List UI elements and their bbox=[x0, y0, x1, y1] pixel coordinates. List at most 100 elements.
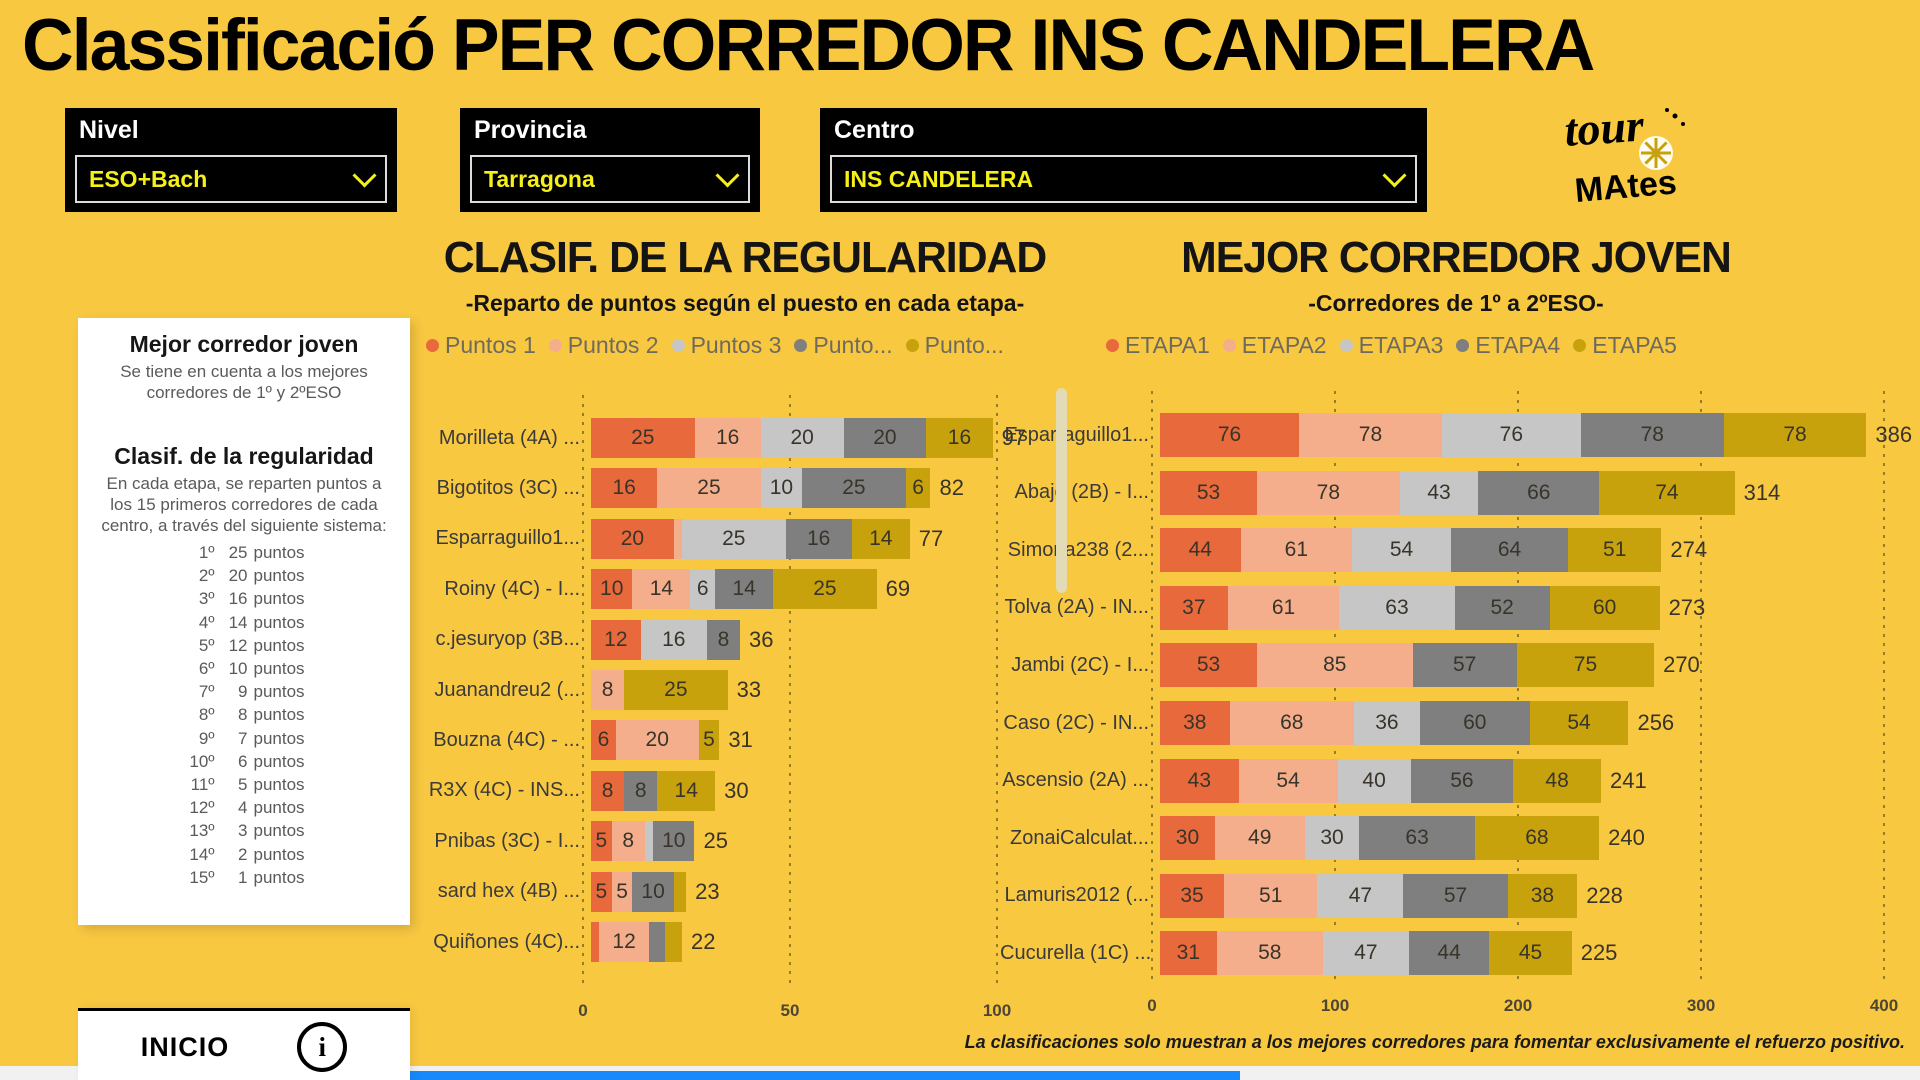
bar-segment[interactable]: 6 bbox=[591, 720, 616, 761]
legend-item[interactable]: ETAPA3 bbox=[1339, 332, 1443, 359]
bar-row[interactable]: R3X (4C) - INS... 8 8 14 30 bbox=[420, 770, 1070, 811]
bar-segment[interactable]: 10 bbox=[591, 569, 633, 610]
bar-segment[interactable]: 16 bbox=[640, 619, 707, 660]
bar-row[interactable]: Jambi (2C) - I... 53 85 57 75 270 bbox=[1000, 643, 1912, 688]
legend-item[interactable]: ETAPA2 bbox=[1222, 332, 1327, 359]
bar-segment[interactable]: 31 bbox=[1160, 931, 1217, 976]
bar-segment[interactable]: 30 bbox=[1304, 816, 1360, 861]
bar-segment[interactable]: 68 bbox=[1474, 816, 1600, 861]
bar-segment[interactable]: 44 bbox=[1408, 931, 1490, 976]
bar-segment[interactable]: 25 bbox=[657, 468, 761, 509]
bar-segment[interactable] bbox=[648, 922, 666, 962]
bar-segment[interactable]: 54 bbox=[1529, 701, 1629, 745]
bar-segment[interactable]: 76 bbox=[1160, 413, 1300, 457]
bar-segment[interactable]: 10 bbox=[632, 871, 674, 912]
legend-item[interactable]: ETAPA4 bbox=[1456, 332, 1560, 359]
bar-segment[interactable]: 25 bbox=[624, 670, 728, 710]
bar-segment[interactable]: 61 bbox=[1240, 528, 1353, 573]
bar-segment[interactable] bbox=[673, 871, 687, 912]
bar-segment[interactable]: 8 bbox=[591, 770, 625, 811]
bar-row[interactable]: Pnibas (3C) - I... 5 8 10 25 bbox=[420, 821, 1070, 862]
bar-segment[interactable]: 60 bbox=[1549, 585, 1660, 630]
bar-segment[interactable]: 51 bbox=[1568, 528, 1662, 573]
bar-row[interactable]: Tolva (2A) - IN... 37 61 63 52 60 273 bbox=[1000, 585, 1912, 630]
bar-segment[interactable]: 63 bbox=[1339, 585, 1455, 630]
bar-segment[interactable]: 68 bbox=[1229, 701, 1354, 745]
bar-segment[interactable]: 51 bbox=[1224, 873, 1318, 918]
bar-row[interactable]: Bouzna (4C) - ... 6 20 5 31 bbox=[420, 720, 1070, 761]
provincia-dropdown[interactable]: Tarragona bbox=[470, 155, 750, 203]
bar-segment[interactable] bbox=[673, 518, 683, 559]
bar-segment[interactable]: 6 bbox=[905, 468, 931, 509]
bar-segment[interactable]: 10 bbox=[653, 821, 695, 862]
bar-segment[interactable]: 36 bbox=[1353, 701, 1420, 745]
bar-row[interactable]: Bigotitos (3C) ... 16 25 10 25 6 82 bbox=[420, 468, 1070, 509]
bar-segment[interactable]: 78 bbox=[1580, 413, 1724, 457]
bar-segment[interactable] bbox=[644, 821, 654, 862]
bar-row[interactable]: Cucurella (1C) ... 31 58 47 44 45 225 bbox=[1000, 931, 1912, 976]
bar-segment[interactable]: 5 bbox=[611, 871, 633, 912]
legend-item[interactable]: ETAPA1 bbox=[1106, 332, 1210, 359]
bar-row[interactable]: Simona238 (2... 44 61 54 64 51 274 bbox=[1000, 528, 1912, 573]
bar-segment[interactable]: 56 bbox=[1410, 758, 1514, 803]
bar-segment[interactable]: 8 bbox=[624, 770, 658, 811]
inicio-button[interactable]: INICIO i bbox=[78, 1008, 410, 1080]
bar-segment[interactable]: 5 bbox=[591, 821, 612, 862]
bar-segment[interactable]: 63 bbox=[1359, 816, 1475, 861]
bar-segment[interactable]: 85 bbox=[1256, 643, 1413, 688]
legend-item[interactable]: Punto... bbox=[794, 332, 893, 359]
bar-segment[interactable]: 43 bbox=[1160, 758, 1239, 803]
bar-row[interactable]: Esparraguillo1... 76 78 76 78 78 386 bbox=[1000, 413, 1912, 457]
bar-segment[interactable]: 58 bbox=[1216, 931, 1323, 976]
bar-segment[interactable]: 16 bbox=[694, 418, 761, 458]
bar-row[interactable]: Esparraguillo1... 20 25 16 14 77 bbox=[420, 518, 1070, 559]
info-icon[interactable]: i bbox=[297, 1022, 348, 1072]
bar-row[interactable]: Juanandreu2 (... 8 25 33 bbox=[420, 670, 1070, 710]
bar-segment[interactable]: 14 bbox=[715, 569, 774, 610]
nivel-dropdown[interactable]: ESO+Bach bbox=[75, 155, 387, 203]
bar-segment[interactable]: 16 bbox=[785, 518, 852, 559]
bar-segment[interactable]: 75 bbox=[1516, 643, 1655, 688]
bar-segment[interactable]: 8 bbox=[611, 821, 645, 862]
bar-segment[interactable]: 30 bbox=[1160, 816, 1215, 861]
bar-segment[interactable]: 20 bbox=[615, 720, 699, 761]
bar-segment[interactable]: 52 bbox=[1454, 585, 1550, 630]
bar-segment[interactable]: 40 bbox=[1337, 758, 1411, 803]
bar-segment[interactable]: 49 bbox=[1214, 816, 1305, 861]
bar-row[interactable]: Quiñones (4C)... 12 22 bbox=[420, 922, 1070, 962]
bar-segment[interactable]: 48 bbox=[1513, 758, 1601, 803]
bar-row[interactable]: Abajo (2B) - I... 53 78 43 66 74 314 bbox=[1000, 470, 1912, 515]
bar-segment[interactable]: 60 bbox=[1419, 701, 1530, 745]
bar-segment[interactable]: 12 bbox=[591, 619, 641, 660]
chart1-scrollbar-thumb[interactable] bbox=[1056, 388, 1067, 593]
bar-row[interactable]: ZonaiCalculat... 30 49 30 63 68 240 bbox=[1000, 816, 1912, 861]
bar-segment[interactable]: 64 bbox=[1450, 528, 1569, 573]
bar-segment[interactable]: 20 bbox=[591, 518, 674, 559]
bar-segment[interactable]: 8 bbox=[706, 619, 741, 660]
bar-row[interactable]: Morilleta (4A) ... 25 16 20 20 16 97 bbox=[420, 418, 1070, 458]
bar-segment[interactable]: 25 bbox=[591, 418, 695, 458]
legend-item[interactable]: ETAPA5 bbox=[1573, 332, 1677, 359]
bar-segment[interactable]: 12 bbox=[599, 922, 649, 962]
bar-row[interactable]: Roiny (4C) - I... 10 14 6 14 25 69 bbox=[420, 569, 1070, 610]
bar-segment[interactable]: 8 bbox=[591, 670, 625, 710]
bar-segment[interactable]: 10 bbox=[760, 468, 803, 509]
bar-segment[interactable]: 16 bbox=[591, 468, 658, 509]
bar-segment[interactable]: 45 bbox=[1489, 931, 1572, 976]
bar-row[interactable]: Lamuris2012 (... 35 51 47 57 38 228 bbox=[1000, 873, 1912, 918]
bar-segment[interactable]: 38 bbox=[1507, 873, 1578, 918]
bar-segment[interactable] bbox=[591, 922, 600, 962]
legend-item[interactable]: Puntos 3 bbox=[671, 332, 781, 359]
bar-segment[interactable]: 47 bbox=[1317, 873, 1404, 918]
bar-segment[interactable]: 78 bbox=[1299, 413, 1442, 457]
bar-segment[interactable]: 37 bbox=[1160, 585, 1228, 630]
legend-item[interactable]: Puntos 1 bbox=[426, 332, 536, 359]
bar-segment[interactable]: 20 bbox=[843, 418, 927, 458]
bar-segment[interactable]: 54 bbox=[1238, 758, 1338, 803]
bar-segment[interactable]: 14 bbox=[657, 770, 716, 811]
bar-segment[interactable]: 74 bbox=[1599, 470, 1735, 515]
bar-segment[interactable]: 5 bbox=[698, 720, 720, 761]
bar-segment[interactable]: 53 bbox=[1160, 643, 1257, 688]
bar-segment[interactable]: 16 bbox=[926, 418, 993, 458]
bar-segment[interactable]: 76 bbox=[1441, 413, 1581, 457]
